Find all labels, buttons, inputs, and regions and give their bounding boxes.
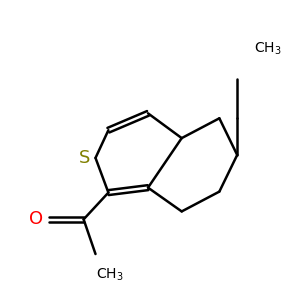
Text: O: O [29, 210, 43, 228]
Text: S: S [79, 149, 90, 167]
Text: CH$_3$: CH$_3$ [254, 41, 282, 57]
Text: CH$_3$: CH$_3$ [97, 267, 124, 283]
